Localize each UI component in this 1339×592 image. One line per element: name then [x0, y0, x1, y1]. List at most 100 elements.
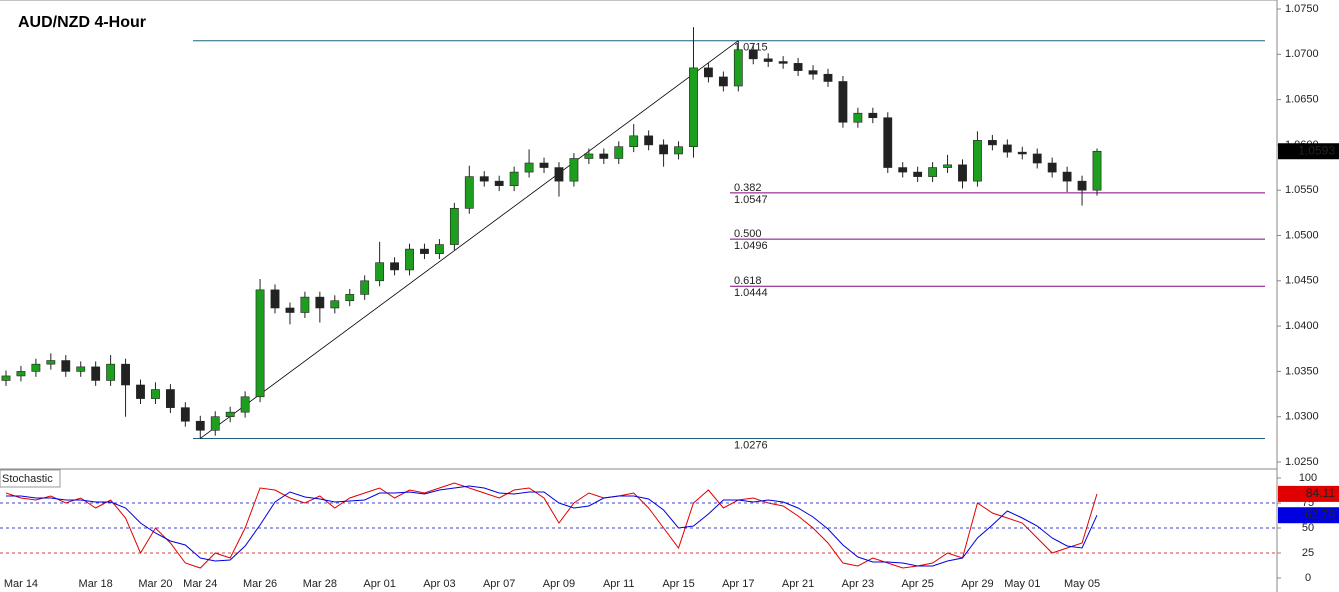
panel-label-box: [0, 469, 61, 488]
candle-body: [136, 384, 145, 399]
stochastic-line: [5, 482, 1098, 569]
trendline: [200, 40, 739, 439]
candle-body: [330, 300, 340, 309]
candle-body: [987, 140, 997, 146]
stochastic-line: [6, 485, 1098, 567]
fib-price: 1.0496: [734, 240, 768, 252]
candle-body: [405, 248, 414, 271]
candle-body: [225, 411, 235, 418]
y-tick-label: 0: [1305, 572, 1311, 584]
candle-body: [240, 396, 250, 413]
x-tick-label: Apr 17: [722, 578, 754, 590]
fib-ratio: 0.618: [734, 275, 762, 287]
candle-body: [91, 366, 101, 381]
value-tag: [1278, 485, 1339, 502]
x-tick-label: Mar 26: [243, 578, 277, 590]
x-tick-label: Mar 20: [138, 578, 172, 590]
candle-body: [494, 180, 504, 186]
x-tick-label: Mar 28: [303, 578, 337, 590]
candle-body: [1, 375, 11, 381]
candle-body: [1092, 150, 1102, 191]
candle-body: [1002, 144, 1012, 153]
candle-body: [674, 146, 683, 155]
x-tick-label: Apr 11: [603, 578, 635, 590]
candle-body: [614, 146, 624, 159]
candle-body: [778, 61, 788, 64]
x-tick-label: Apr 03: [423, 578, 455, 590]
candle-body: [853, 112, 863, 123]
y-tick-label: 1.0250: [1285, 456, 1319, 468]
candle-body: [1032, 153, 1042, 164]
candle-body: [151, 389, 160, 399]
candle-body: [554, 167, 564, 182]
fib-price: 1.0547: [734, 194, 768, 206]
x-tick-label: Apr 01: [363, 578, 395, 590]
y-tick-label: 1.0750: [1285, 3, 1319, 15]
candle-body: [345, 294, 355, 302]
candle-body: [61, 360, 71, 372]
candle-body: [121, 363, 130, 386]
x-tick-label: Apr 23: [842, 578, 874, 590]
y-tick-label: 1.0550: [1285, 184, 1319, 196]
x-tick-label: Apr 15: [662, 578, 694, 590]
swing-level-label: 1.0276: [734, 439, 768, 451]
fib-ratio: 0.382: [734, 182, 762, 194]
candle-body: [285, 307, 295, 313]
candle-body: [958, 164, 967, 182]
x-tick-label: Apr 29: [961, 578, 993, 590]
candle-body: [360, 280, 370, 295]
candle-body: [659, 144, 668, 155]
candle-body: [509, 171, 519, 186]
candle-body: [584, 153, 594, 159]
candle-body: [16, 371, 26, 377]
plot-layer: 1.07501.07001.06501.06001.05501.05001.04…: [0, 3, 1339, 590]
candle-body: [1062, 171, 1072, 182]
candle-body: [868, 112, 878, 119]
x-tick-label: Apr 25: [901, 578, 933, 590]
candle-body: [420, 248, 429, 254]
candle-body: [599, 153, 609, 159]
candle-body: [838, 81, 848, 123]
candle-body: [449, 208, 459, 245]
candle-body: [195, 420, 205, 431]
candle-body: [46, 360, 56, 365]
y-tick-label: 1.0450: [1285, 275, 1319, 287]
candle-body: [793, 63, 803, 71]
candle-body: [748, 49, 758, 60]
y-tick-label: 1.0350: [1285, 365, 1319, 377]
candle-body: [973, 140, 982, 182]
candle-body: [943, 164, 952, 168]
last-price-label: 1.0593: [1298, 143, 1335, 157]
candle-body: [315, 296, 325, 309]
x-tick-label: Mar 24: [183, 578, 217, 590]
candle-body: [1047, 162, 1057, 173]
chart-title: AUD/NZD 4-Hour: [18, 14, 146, 31]
last-price-tag: [1278, 143, 1339, 160]
candle-body: [390, 262, 399, 271]
candle-body: [479, 176, 489, 182]
candle-body: [629, 135, 639, 148]
y-tick-label: 25: [1302, 547, 1314, 559]
candle-body: [165, 389, 175, 408]
x-tick-label: Apr 21: [782, 578, 814, 590]
y-tick-label: 1.0700: [1285, 48, 1319, 60]
candle-body: [464, 176, 474, 209]
candle-body: [106, 363, 116, 381]
candle-body: [808, 70, 818, 75]
y-tick-label: 100: [1299, 472, 1317, 484]
value-tag-label: 84.11: [1306, 486, 1335, 500]
candle-body: [913, 171, 923, 177]
fib-ratio: 0.500: [734, 228, 762, 240]
candle-body: [539, 162, 549, 168]
candle-body: [524, 162, 534, 173]
candle-body: [1017, 151, 1027, 155]
candle-body: [210, 416, 220, 431]
y-tick-label: 50: [1302, 522, 1314, 534]
x-tick-label: Mar 18: [79, 578, 113, 590]
y-tick-label: 1.0650: [1285, 94, 1319, 106]
panel-label: Stochastic: [2, 473, 53, 485]
y-tick-label: 1.0400: [1285, 320, 1319, 332]
candle-body: [270, 289, 280, 309]
value-tag-label: 62.78: [1305, 507, 1335, 521]
